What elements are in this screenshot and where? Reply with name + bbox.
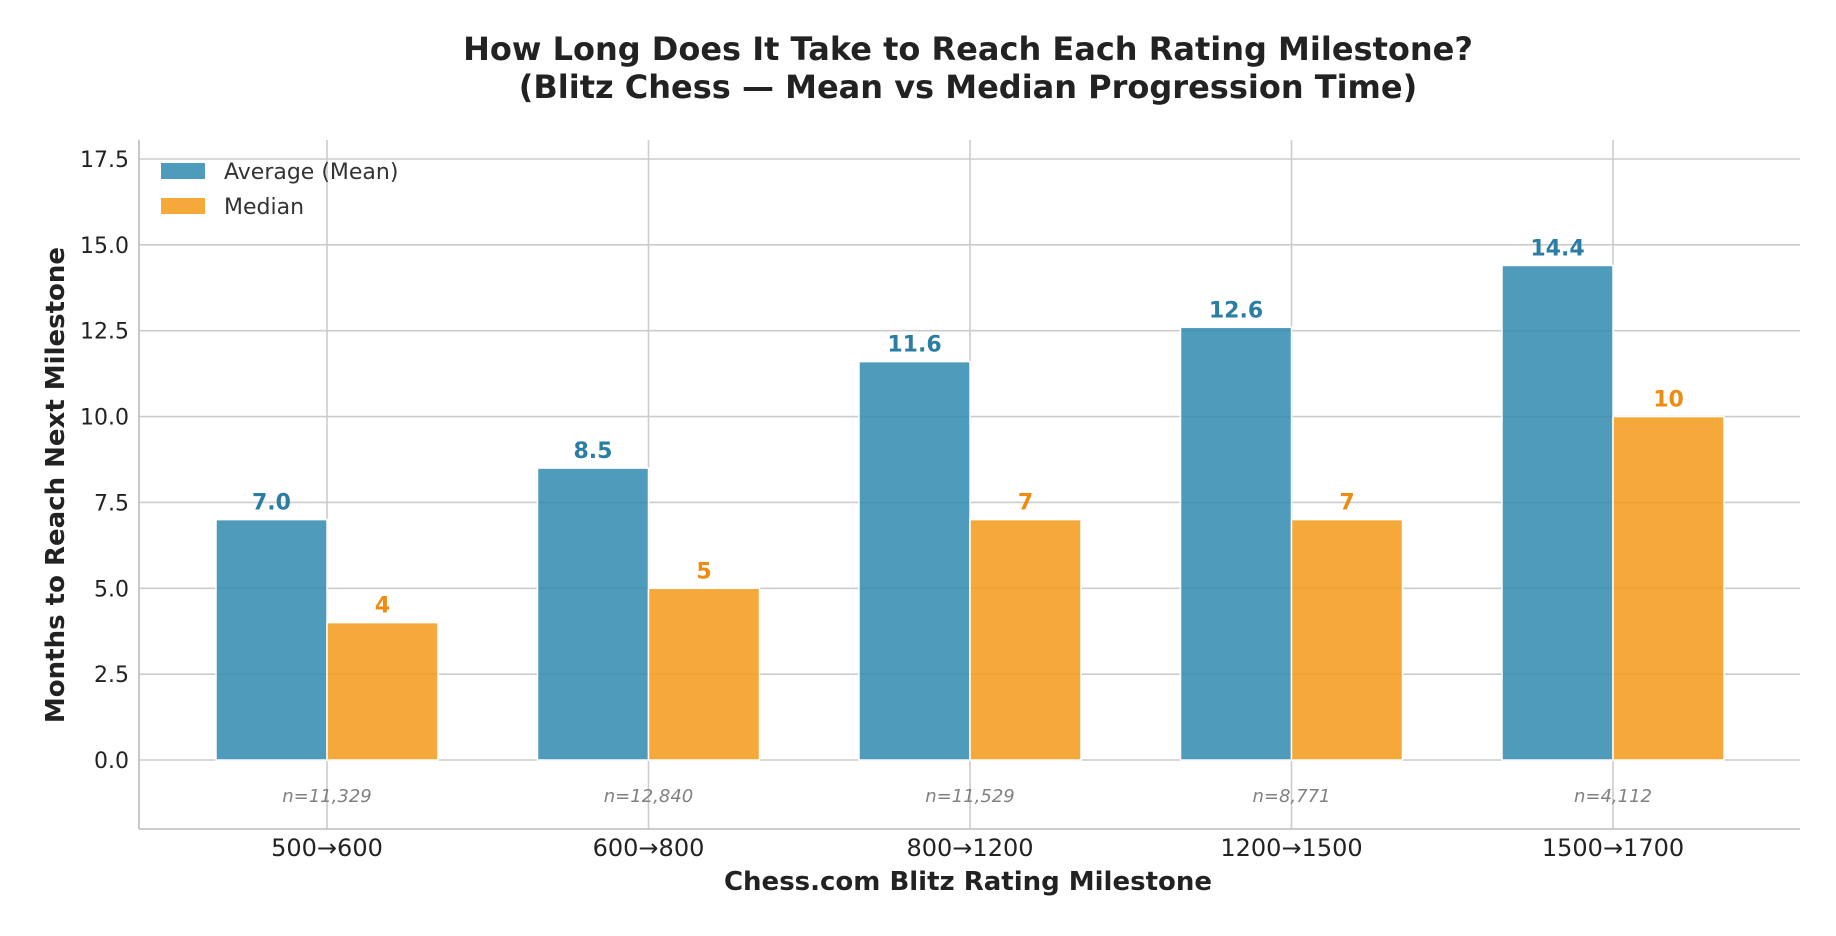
bars-layer	[215, 264, 1725, 761]
x-tick-label: 600→800	[593, 834, 705, 862]
value-label-mean-3: 12.6	[1209, 298, 1263, 323]
y-tick-label: 15.0	[80, 234, 129, 259]
sample-size-label: n=11,529	[925, 786, 1014, 807]
bar-mean-4	[1501, 264, 1614, 761]
value-label-median-1: 5	[696, 559, 711, 584]
bar-median-1	[647, 587, 761, 761]
legend-swatch-median	[161, 198, 205, 214]
chart-title-line-1: How Long Does It Take to Reach Each Rati…	[463, 30, 1473, 68]
chart-title-line-2: (Blitz Chess — Mean vs Median Progressio…	[519, 68, 1417, 106]
y-tick-label: 0.0	[94, 749, 129, 774]
sample-size-label: n=8,771	[1252, 786, 1330, 807]
x-tick-label: 1200→1500	[1220, 834, 1362, 862]
x-tick-label: 800→1200	[907, 834, 1034, 862]
bar-mean-0	[215, 518, 328, 761]
value-label-median-4: 10	[1653, 388, 1684, 413]
axes-layer: 0.0 2.5 5.0 7.5 10.0 12.5 15.0 17.5 500→600 600→8…	[80, 140, 1800, 862]
bar-median-3	[1290, 518, 1404, 761]
value-label-median-0: 4	[375, 594, 390, 619]
y-tick-label: 7.5	[94, 491, 129, 516]
x-tick-label: 1500→1700	[1542, 834, 1684, 862]
y-tick-label: 2.5	[94, 663, 129, 688]
y-tick-label: 10.0	[80, 406, 129, 431]
value-label-median-2: 7	[1018, 491, 1033, 516]
value-label-mean-1: 8.5	[574, 439, 613, 464]
bar-median-4	[1612, 415, 1725, 761]
x-tick-label: 500→600	[271, 834, 383, 862]
bar-median-0	[326, 621, 439, 761]
y-axis-label: Months to Reach Next Milestone	[41, 247, 71, 723]
value-label-median-3: 7	[1339, 491, 1354, 516]
value-labels-layer: 7.0 8.5 11.6 12.6 14.4 4 5 7 7 10 n=11,329 n=12,840…	[252, 236, 1684, 807]
sample-size-label: n=12,840	[604, 786, 693, 807]
x-axis-label: Chess.com Blitz Rating Milestone	[724, 867, 1212, 897]
legend: Average (Mean) Median	[161, 160, 398, 220]
value-label-mean-4: 14.4	[1530, 236, 1584, 261]
value-label-mean-0: 7.0	[252, 491, 291, 516]
y-tick-label: 17.5	[80, 148, 129, 173]
bar-mean-2	[858, 360, 971, 761]
legend-label-median: Median	[224, 195, 304, 220]
sample-size-label: n=11,329	[282, 786, 371, 807]
y-tick-label: 5.0	[94, 577, 129, 602]
legend-swatch-mean	[161, 163, 205, 179]
bar-mean-1	[536, 467, 650, 761]
legend-label-mean: Average (Mean)	[224, 160, 398, 185]
sample-size-label: n=4,112	[1574, 786, 1652, 807]
y-tick-label: 12.5	[80, 320, 129, 345]
value-label-mean-2: 11.6	[887, 333, 941, 358]
bar-median-2	[969, 518, 1082, 761]
bar-mean-3	[1179, 326, 1293, 761]
